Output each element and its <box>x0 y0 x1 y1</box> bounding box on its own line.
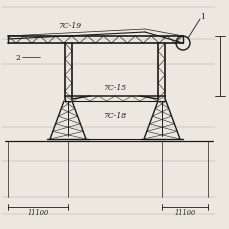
Text: 11100: 11100 <box>174 208 195 216</box>
Text: 7C-19: 7C-19 <box>58 22 81 30</box>
Text: 11100: 11100 <box>27 208 48 216</box>
Text: 1: 1 <box>200 13 204 21</box>
Text: 7C-18: 7C-18 <box>103 112 126 120</box>
Text: 2: 2 <box>16 54 20 62</box>
Text: 7C-15: 7C-15 <box>103 84 126 92</box>
